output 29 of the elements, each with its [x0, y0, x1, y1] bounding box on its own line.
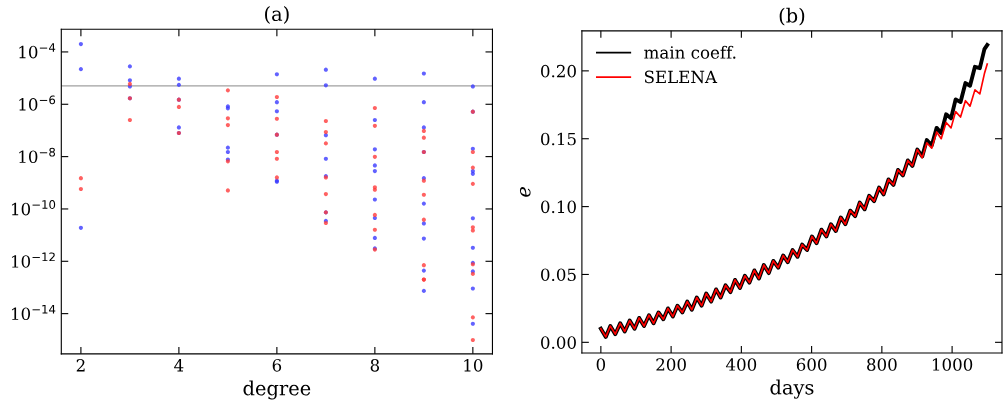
chart-title: (a)	[265, 6, 289, 24]
x-axis-title: degree	[243, 380, 311, 400]
x-tick-label: 200	[656, 358, 686, 371]
x-tick-label: 8	[370, 359, 380, 372]
x-tick-label: 2	[76, 359, 85, 372]
chart-title: (b)	[779, 7, 805, 26]
x-tick-label: 400	[725, 358, 757, 371]
y-tick-label: 10$^{−12}$	[11, 252, 55, 268]
x-tick-label: 6	[272, 359, 282, 372]
y-tick-label: 10$^{−14}$	[11, 304, 56, 321]
x-tick-label: 600	[796, 358, 827, 371]
legend-label: main coeff.	[644, 45, 736, 59]
y-tick-label: 10$^{−10}$	[11, 200, 56, 216]
y-tick-label: 0.05	[541, 268, 576, 282]
x-tick-label: 0	[596, 358, 606, 371]
x-tick-label: 4	[174, 359, 184, 372]
y-tick-label: 0.00	[541, 336, 576, 349]
y-tick-label: 10$^{−6}$	[19, 95, 56, 111]
legend-label: SELENA	[644, 70, 718, 84]
x-tick-label: 800	[867, 358, 897, 371]
y-tick-label: 0.15	[541, 132, 576, 146]
y-tick-label: 10$^{−4}$	[19, 43, 56, 59]
y-tick-label: 10$^{−8}$	[19, 147, 56, 164]
x-tick-label: 10	[464, 359, 483, 372]
y-tick-label: 0.10	[541, 200, 576, 214]
y-tick-label: 0.20	[541, 64, 576, 78]
y-axis-title: e	[519, 187, 531, 197]
x-axis-title: days	[770, 379, 814, 399]
x-tick-label: 1000	[932, 358, 973, 371]
